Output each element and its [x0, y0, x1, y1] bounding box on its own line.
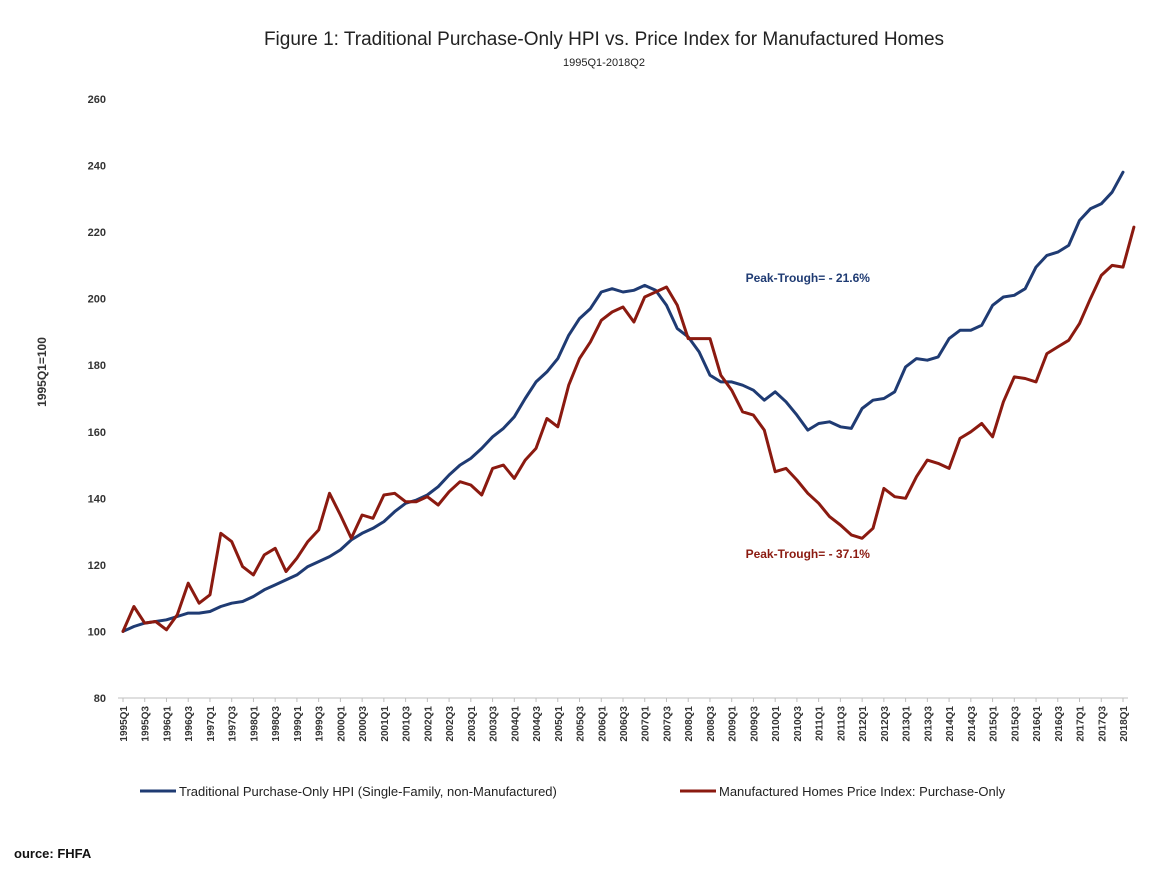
x-tick-label: 1999Q3: [315, 706, 326, 742]
x-tick-label: 1996Q3: [184, 706, 195, 742]
x-tick-label: 2009Q3: [749, 706, 760, 742]
x-tick-label: 2007Q1: [641, 706, 652, 742]
y-axis-label: 1995Q1=100: [35, 337, 49, 407]
x-tick-label: 2015Q3: [1010, 706, 1021, 742]
x-tick-label: 2006Q3: [619, 706, 630, 742]
x-tick-label: 2015Q1: [989, 706, 1000, 742]
x-tick-label: 2017Q1: [1076, 706, 1087, 742]
x-tick-label: 2001Q3: [402, 706, 413, 742]
x-tick-label: 2008Q3: [706, 706, 717, 742]
x-tick-label: 2012Q1: [858, 706, 869, 742]
annotation-hpi-peak-trough: Peak-Trough= - 21.6%: [746, 271, 871, 285]
x-tick-label: 1998Q1: [249, 706, 260, 742]
x-tick-label: 1998Q3: [271, 706, 282, 742]
plot-area: [121, 170, 1136, 633]
y-tick-label: 160: [88, 427, 106, 439]
y-axis: 80 100 120 140 160 180 200 220 240 260: [88, 94, 106, 705]
x-tick-label: 2004Q3: [532, 706, 543, 742]
x-tick-label: 2005Q3: [576, 706, 587, 742]
x-tick-label: 2012Q3: [880, 706, 891, 742]
x-tick-label: 2011Q3: [836, 706, 847, 741]
y-tick-label: 100: [88, 626, 106, 638]
x-tick-label: 2000Q3: [358, 706, 369, 742]
x-tick-label: 2003Q3: [489, 706, 500, 742]
x-tick-label: 2000Q1: [336, 706, 347, 742]
x-tick-label: 2016Q1: [1032, 706, 1043, 742]
source-note: ource: FHFA: [14, 846, 92, 861]
x-tick-label: 2013Q1: [902, 706, 913, 742]
x-tick-label: 2014Q3: [967, 706, 978, 742]
chart-subtitle: 1995Q1-2018Q2: [563, 57, 645, 69]
x-tick-label: 2017Q3: [1097, 706, 1108, 742]
x-tick-label: 2013Q3: [923, 706, 934, 742]
x-tick-label: 2010Q1: [771, 706, 782, 742]
series-line-hpi: [121, 170, 1125, 633]
x-tick-label: 1995Q3: [141, 706, 152, 742]
x-tick-label: 2010Q3: [793, 706, 804, 742]
y-tick-label: 180: [88, 360, 106, 372]
x-tick-label: 2005Q1: [554, 706, 565, 742]
annotation-mh-peak-trough: Peak-Trough= - 37.1%: [746, 547, 871, 561]
series-line-manufactured: [121, 225, 1136, 633]
x-tick-label: 2002Q1: [423, 706, 434, 742]
x-tick-label: 2006Q1: [597, 706, 608, 742]
x-tick-label: 2011Q1: [815, 706, 826, 741]
x-tick-label: 2007Q3: [662, 706, 673, 742]
x-tick-label: 1995Q1: [119, 706, 130, 742]
x-tick-label: 2003Q1: [467, 706, 478, 742]
x-tick-label: 1996Q1: [162, 706, 173, 742]
x-tick-label: 2008Q1: [684, 706, 695, 742]
legend-label-mh: Manufactured Homes Price Index: Purchase…: [719, 784, 1006, 799]
y-tick-label: 140: [88, 493, 106, 505]
y-tick-label: 260: [88, 94, 106, 106]
y-tick-label: 120: [88, 560, 106, 572]
x-tick-label: 2014Q1: [945, 706, 956, 742]
x-axis: 1995Q1 1995Q3 1996Q1 1996Q3 1997Q1 1997Q3 1998…: [119, 698, 1130, 742]
x-tick-label: 1997Q3: [228, 706, 239, 742]
y-tick-label: 240: [88, 161, 106, 173]
y-tick-label: 220: [88, 227, 106, 239]
chart-title: Figure 1: Traditional Purchase-Only HPI …: [264, 29, 944, 50]
legend: Traditional Purchase-Only HPI (Single-Fa…: [140, 784, 1006, 799]
x-tick-label: 2016Q3: [1054, 706, 1065, 742]
x-tick-label: 2002Q3: [445, 706, 456, 742]
x-tick-label: 1997Q1: [206, 706, 217, 742]
x-tick-label: 1999Q1: [293, 706, 304, 742]
y-tick-label: 200: [88, 294, 106, 306]
legend-label-hpi: Traditional Purchase-Only HPI (Single-Fa…: [179, 784, 557, 799]
x-tick-label: 2004Q1: [510, 706, 521, 742]
x-tick-label: 2001Q1: [380, 706, 391, 742]
x-tick-label: 2018Q1: [1119, 706, 1130, 742]
x-tick-label: 2009Q1: [728, 706, 739, 742]
y-tick-label: 80: [94, 693, 106, 705]
